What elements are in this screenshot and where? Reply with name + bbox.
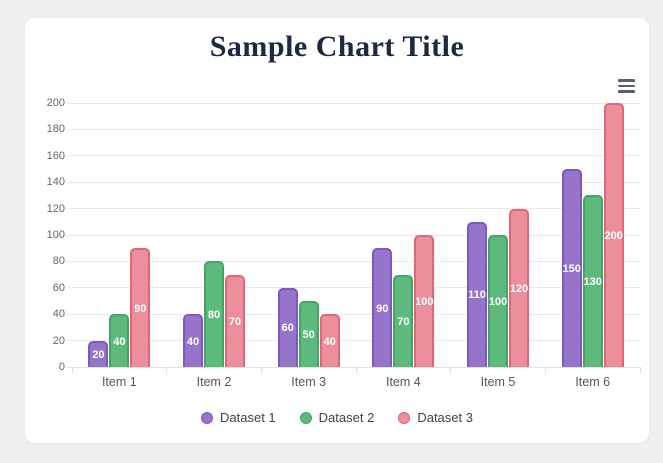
bar-dataset3-item2[interactable]: 70 <box>225 274 245 367</box>
x-axis-tick <box>71 367 73 373</box>
bar-group-6: 150 130 200 <box>545 103 640 367</box>
gridline-y-180 <box>67 128 640 130</box>
menu-bar <box>618 84 635 88</box>
bars-container: 20 40 90 40 80 70 60 50 40 90 70 100 110 100 120 150 130… <box>72 103 640 367</box>
legend-item-dataset2[interactable]: Dataset 2 <box>299 410 375 425</box>
bar-value-label: 80 <box>207 309 221 322</box>
bar-value-label: 40 <box>323 335 336 348</box>
x-axis-tick <box>355 367 357 373</box>
legend-item-dataset1[interactable]: Dataset 1 <box>201 410 276 425</box>
bar-group-4: 90 70 100 <box>356 103 451 367</box>
bar-value-label: 70 <box>397 315 410 328</box>
legend-marker-icon <box>398 411 411 424</box>
bar-value-label: 100 <box>488 296 508 308</box>
bar-value-label: 90 <box>134 302 147 315</box>
y-tick-label: 0 <box>58 361 65 373</box>
x-category-label-3: Item 3 <box>291 375 327 389</box>
x-category-label-2: Item 2 <box>196 375 232 389</box>
x-category-label-1: Item 1 <box>101 375 137 389</box>
bar-group-5: 110 100 120 <box>451 103 546 367</box>
x-axis-tick <box>544 367 546 373</box>
bar-dataset3-item3[interactable]: 40 <box>319 314 340 367</box>
y-tick-label: 20 <box>52 334 65 347</box>
bar-value-label: 70 <box>228 315 242 328</box>
bar-dataset2-item4[interactable]: 70 <box>393 274 414 367</box>
bar-value-label: 200 <box>604 230 623 242</box>
bar-dataset3-item4[interactable]: 100 <box>414 235 435 367</box>
bar-dataset1-item5[interactable]: 110 <box>467 221 488 367</box>
chart-title: Sample Chart Title <box>209 30 465 63</box>
gridline-y-60 <box>67 287 640 289</box>
bar-value-label: 100 <box>415 296 434 308</box>
y-tick-label: 100 <box>46 229 65 241</box>
legend-marker-icon <box>299 411 312 424</box>
chart-card: Sample Chart Title 0 20 40 60 80 100 120 140 160… <box>25 18 649 443</box>
bar-dataset2-item1[interactable]: 40 <box>109 314 130 367</box>
x-category-label-5: Item 5 <box>480 375 516 389</box>
menu-bar <box>618 79 635 82</box>
gridline-y-100 <box>67 234 640 236</box>
bar-value-label: 130 <box>583 276 602 289</box>
bar-group-3: 60 50 40 <box>261 103 356 367</box>
y-tick-label: 120 <box>46 202 65 215</box>
y-tick-label: 40 <box>52 308 65 321</box>
bar-dataset3-item5[interactable]: 120 <box>509 208 530 367</box>
bar-dataset1-item1[interactable]: 20 <box>88 340 109 367</box>
bar-dataset2-item3[interactable]: 50 <box>298 301 319 367</box>
menu-bar <box>618 90 635 93</box>
legend-label: Dataset 2 <box>318 410 375 425</box>
x-category-label-4: Item 4 <box>385 375 421 389</box>
legend-item-dataset3[interactable]: Dataset 3 <box>398 410 473 425</box>
y-tick-label: 200 <box>46 97 65 109</box>
gridline-y-160 <box>67 155 640 157</box>
gridline-y-140 <box>67 181 640 183</box>
bar-group-1: 20 40 90 <box>72 103 167 367</box>
legend-label: Dataset 3 <box>417 410 473 425</box>
y-axis-labels: 0 20 40 60 80 100 120 140 160 180 200 <box>25 97 65 373</box>
x-category-label-6: Item 6 <box>575 375 611 389</box>
bar-dataset1-item2[interactable]: 40 <box>183 314 203 367</box>
bar-group-2: 40 80 70 <box>167 103 262 367</box>
gridline-y-40 <box>67 313 640 315</box>
bar-value-label: 40 <box>186 335 200 348</box>
bar-value-label: 40 <box>113 335 126 348</box>
bar-value-label: 110 <box>468 289 486 302</box>
x-axis-tick <box>639 367 641 373</box>
bar-dataset3-item1[interactable]: 90 <box>130 248 151 367</box>
gridline-y-0 <box>67 366 640 368</box>
bar-value-label: 20 <box>92 348 105 361</box>
x-axis-tick <box>260 367 262 373</box>
gridline-y-200 <box>67 102 640 104</box>
bar-dataset2-item2[interactable]: 80 <box>204 261 224 367</box>
y-tick-label: 60 <box>52 281 65 294</box>
y-tick-label: 140 <box>46 176 65 189</box>
x-axis-tick <box>166 367 168 373</box>
y-tick-label: 180 <box>46 123 65 136</box>
gridline-y-80 <box>67 260 640 262</box>
y-tick-label: 160 <box>46 149 65 162</box>
bar-dataset1-item3[interactable]: 60 <box>277 287 298 367</box>
gridline-y-20 <box>67 340 640 342</box>
bar-dataset3-item6[interactable]: 200 <box>603 103 624 367</box>
bar-dataset1-item4[interactable]: 90 <box>372 248 393 367</box>
legend-marker-icon <box>201 411 214 424</box>
x-axis-tick <box>450 367 452 373</box>
gridline-y-120 <box>67 208 640 210</box>
bar-dataset1-item6[interactable]: 150 <box>561 169 582 367</box>
plot-area: 20 40 90 40 80 70 60 50 40 90 70 100 110 100 120 150 130… <box>67 102 641 373</box>
chart-legend: Dataset 1 Dataset 2 Dataset 3 <box>25 410 649 425</box>
legend-label: Dataset 1 <box>220 410 276 425</box>
bar-value-label: 90 <box>376 302 389 315</box>
bar-value-label: 50 <box>302 329 315 341</box>
bar-dataset2-item6[interactable]: 130 <box>582 195 603 367</box>
y-tick-label: 80 <box>52 255 65 268</box>
bar-dataset2-item5[interactable]: 100 <box>488 235 509 367</box>
x-axis-labels: Item 1 Item 2 Item 3 Item 4 Item 5 Item 6 <box>72 375 640 389</box>
bar-value-label: 150 <box>562 263 581 275</box>
bar-value-label: 60 <box>281 322 294 335</box>
bar-value-label: 120 <box>509 282 529 295</box>
hamburger-menu-icon[interactable] <box>615 76 639 96</box>
